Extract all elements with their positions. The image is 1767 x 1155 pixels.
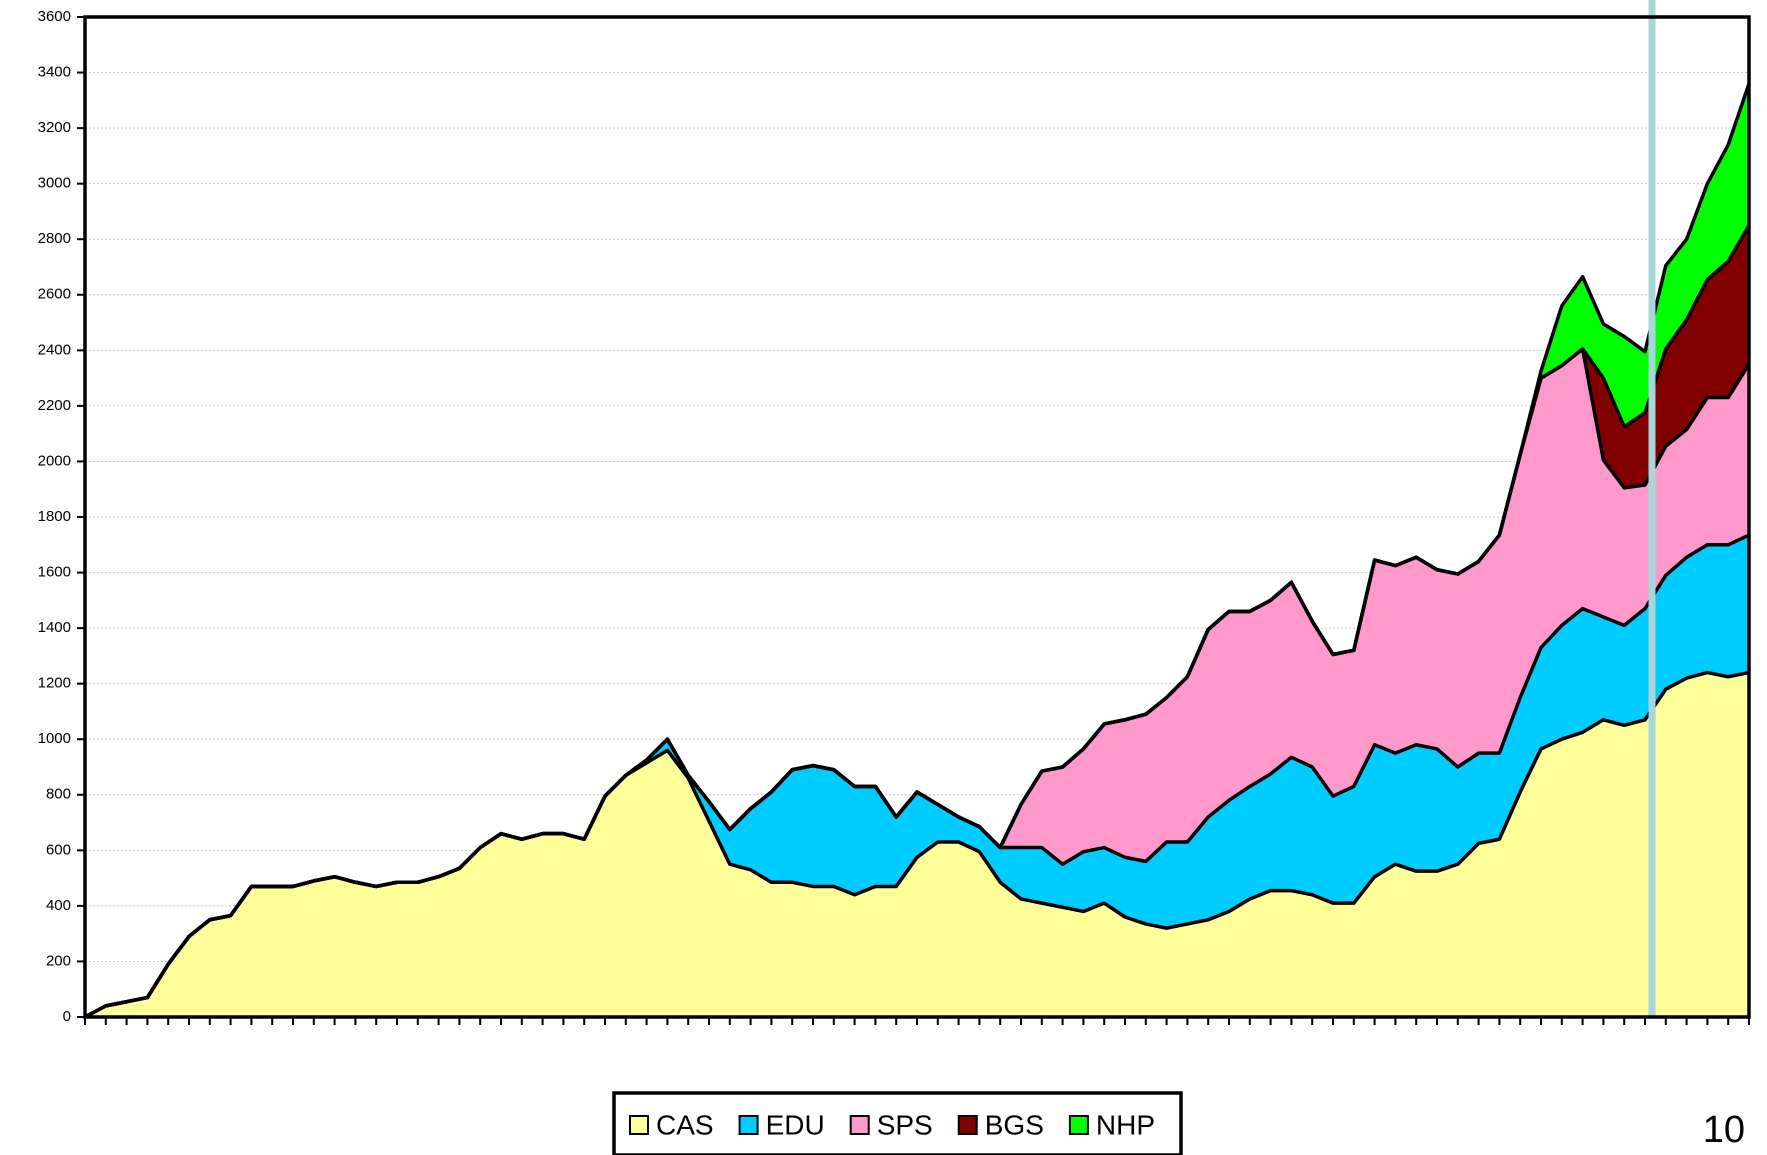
y-tick-label: 1800 [38,508,71,525]
y-tick-label: 3600 [38,8,71,25]
y-tick-label: 2800 [38,230,71,247]
y-tick-label: 400 [46,897,71,914]
area [85,672,1749,1017]
legend: CAS EDU SPS BGS NHP [612,1091,1183,1155]
y-tick-label: 3200 [38,119,71,136]
legend-label: NHP [1096,1109,1155,1140]
legend-swatch [629,1115,649,1135]
legend-label: SPS [877,1109,933,1140]
y-tick-label: 800 [46,786,71,803]
legend-label: EDU [766,1109,825,1140]
legend-swatch [1068,1115,1089,1135]
legend-swatch [738,1115,759,1135]
area [85,348,1749,1017]
legend-label: CAS [656,1109,714,1140]
y-tick-label: 1600 [38,564,71,581]
area-edge [84,83,1751,1019]
legend-label: BGS [985,1109,1044,1140]
y-tick-label: 0 [63,1008,71,1025]
y-tick-label: 3400 [38,64,71,81]
y-tick-label: 2400 [38,341,71,358]
y-tick-label: 200 [46,952,71,969]
y-tick-label: 2000 [38,452,71,469]
y-tick-label: 3000 [38,175,71,192]
area [85,535,1749,1017]
y-tick-label: 2200 [38,397,71,414]
y-tick-label: 1000 [38,730,71,747]
y-tick-label: 2600 [38,286,71,303]
legend-swatch [957,1115,978,1135]
legend-swatch [849,1115,870,1135]
y-tick-label: 1400 [38,619,71,636]
y-tick-label: 600 [46,841,71,858]
y-tick-label: 1200 [38,675,71,692]
page-number: 10 [1703,1109,1745,1151]
